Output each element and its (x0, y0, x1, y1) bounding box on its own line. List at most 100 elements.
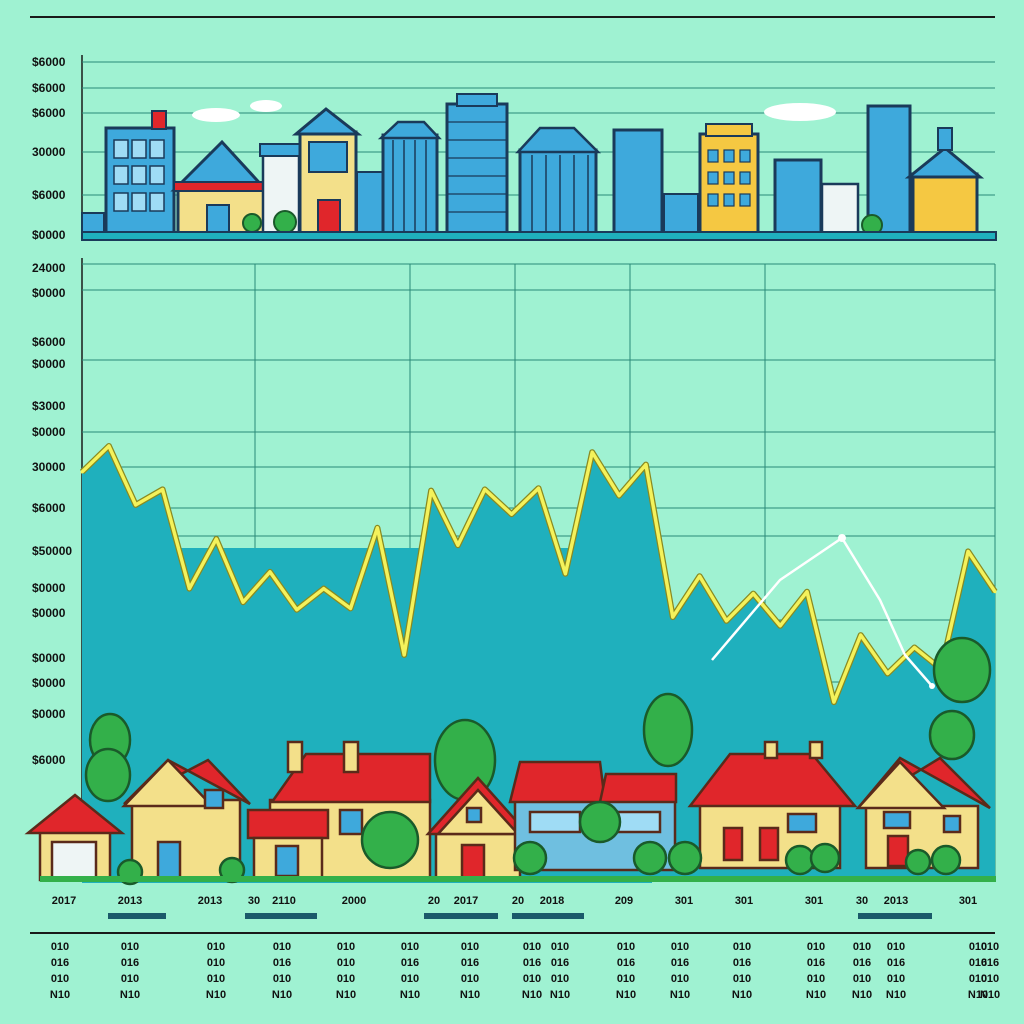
x-tick-label: 209 (615, 895, 633, 907)
data-point (349, 606, 352, 610)
x-tick-label: 2013 (884, 895, 908, 907)
x-axis-labels: 2017 2013 2013 30 2110 2000 20 2017 20 2018 209 301… (52, 895, 977, 907)
y-tick-label: $6000 (32, 188, 66, 202)
data-point (671, 615, 675, 619)
data-point (778, 624, 782, 628)
x-tick-label: 20 (428, 895, 440, 907)
bottom-label: 016 (733, 957, 751, 969)
x-tick-label: 2017 (52, 895, 76, 907)
bottom-label: N10 (886, 989, 906, 1001)
bottom-label: 016 (121, 957, 139, 969)
data-point (268, 570, 272, 574)
y-tick-label: $0000 (32, 676, 66, 690)
y-tick-label: $0000 (32, 425, 66, 439)
bottom-label: 010 (51, 973, 69, 985)
bottom-label: 010 (273, 973, 291, 985)
bottom-label: N10 (806, 989, 826, 1001)
bottom-label: 010 (551, 941, 569, 953)
blue-office (773, 158, 823, 236)
data-point (698, 574, 702, 578)
bottom-label: 016 (981, 957, 999, 969)
bottom-label: 016 (51, 957, 69, 969)
data-point (966, 549, 970, 553)
y-tick-label: $6000 (32, 501, 66, 515)
bottom-label: 016 (617, 957, 635, 969)
bottom-label: 010 (461, 973, 479, 985)
slim-tower (612, 128, 664, 236)
garage-house (24, 793, 126, 882)
bottom-label: 010 (969, 941, 987, 953)
bottom-label: 010 (853, 973, 871, 985)
x-axis-markers (108, 913, 932, 919)
data-point (617, 494, 621, 498)
glass-tower (381, 133, 439, 236)
bottom-label: 016 (461, 957, 479, 969)
bottom-label: 010 (617, 973, 635, 985)
bottom-label: 010 (551, 973, 569, 985)
bottom-label: 016 (523, 957, 541, 969)
bottom-label: N10 (400, 989, 420, 1001)
bottom-label: 010 (523, 973, 541, 985)
trend-peak-point (838, 534, 846, 542)
neighborhood-houses (24, 636, 992, 886)
bottom-label: 010 (207, 941, 225, 953)
y-tick-label: 30000 (32, 460, 66, 474)
bottom-label: 010 (121, 941, 139, 953)
bottom-label: N10 (50, 989, 70, 1001)
bottom-label: N10 (522, 989, 542, 1001)
data-point (832, 700, 836, 704)
bottom-label: 010 (969, 973, 987, 985)
bottom-label: 010 (981, 973, 999, 985)
chimney (151, 110, 167, 130)
x-tick-label: 301 (959, 895, 977, 907)
y-tick-label: $6000 (32, 335, 66, 349)
bottom-label: 010 (207, 973, 225, 985)
data-point (80, 470, 84, 474)
x-tick-label: 30 (248, 895, 260, 907)
data-point (537, 486, 540, 490)
bottom-label: N10 (852, 989, 872, 1001)
y-tick-label: $0000 (32, 606, 66, 620)
blue-building (356, 171, 384, 235)
y-tick-label: $0000 (32, 357, 66, 371)
bottom-label: 010 (981, 941, 999, 953)
data-point (295, 608, 299, 612)
data-point (456, 543, 460, 547)
bottom-label: N10 (460, 989, 480, 1001)
top-panel-y-ticks: $6000 $6000 $6000 30000 $6000 $0000 (32, 55, 66, 242)
bottom-label: 010 (733, 941, 751, 953)
data-point (107, 444, 111, 448)
ground (40, 876, 996, 882)
bottom-label: 010 (401, 941, 419, 953)
bottom-label: N10 (272, 989, 292, 1001)
bottom-label: 010 (887, 941, 905, 953)
data-point (510, 512, 514, 516)
data-point (644, 463, 648, 467)
data-point (886, 672, 890, 675)
bottom-label: 010 (887, 973, 905, 985)
city-skyline (81, 93, 985, 236)
bottom-label: 010 (523, 941, 541, 953)
y-tick-label: $6000 (32, 55, 66, 69)
data-point (375, 526, 379, 530)
bottom-label: 010 (617, 941, 635, 953)
bottom-label: 016 (401, 957, 419, 969)
bottom-label: 010 (337, 941, 355, 953)
x-tick-label: 2000 (342, 895, 366, 907)
x-tick-label: 2013 (118, 895, 142, 907)
y-tick-label: $6000 (32, 106, 66, 120)
data-point (214, 537, 218, 541)
bottom-label: 010 (671, 973, 689, 985)
bottom-label: 016 (273, 957, 291, 969)
x-tick-label: 30 (856, 895, 868, 907)
x-tick-label: 301 (735, 895, 753, 907)
data-point (805, 590, 809, 594)
bottom-label: 010 (461, 941, 479, 953)
bottom-label: 010 (207, 957, 225, 969)
x-tick-label: 301 (805, 895, 823, 907)
y-tick-label: $0000 (32, 707, 66, 721)
x-tick-label: 301 (675, 895, 693, 907)
data-point (161, 487, 165, 491)
data-point (402, 653, 406, 657)
